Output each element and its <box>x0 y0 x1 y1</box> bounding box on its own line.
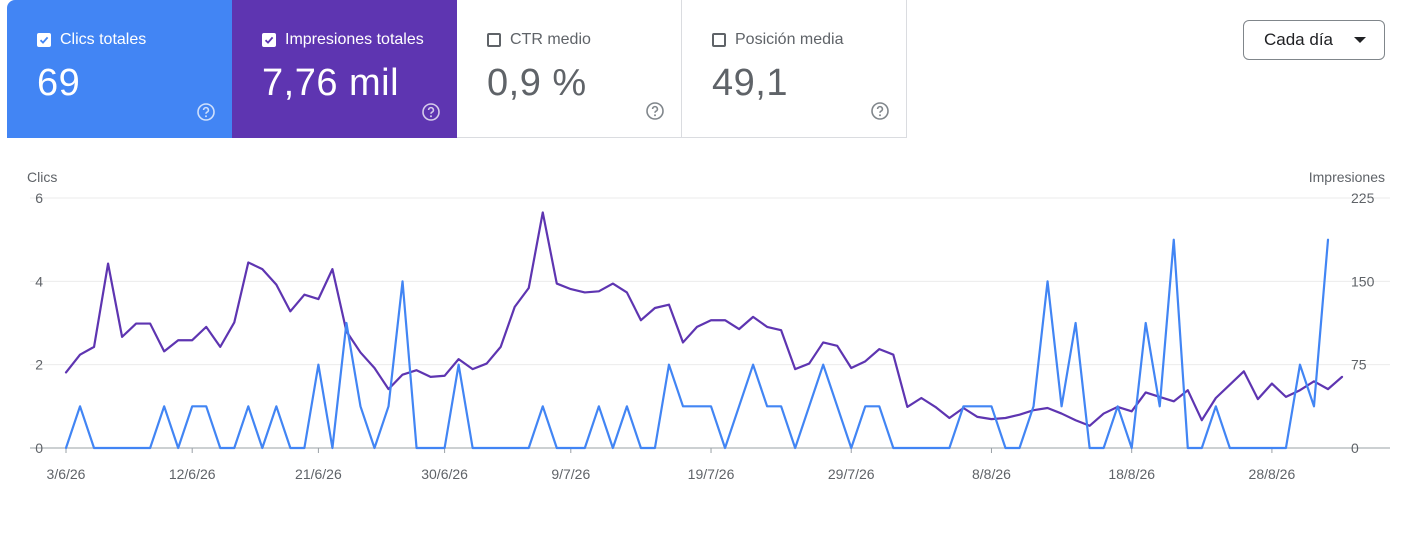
metric-card-header: Posición media <box>712 30 906 50</box>
help-icon[interactable] <box>196 102 216 122</box>
checkbox-checked-icon[interactable] <box>262 33 276 47</box>
checkbox-unchecked-icon[interactable] <box>712 33 726 47</box>
metric-card-position[interactable]: Posición media 49,1 <box>682 0 907 138</box>
x-axis-ticks: 3/6/26 12/6/26 21/6/26 30/6/26 9/7/26 19/7/26… <box>47 448 1296 482</box>
x-tick-label: 9/7/26 <box>551 466 590 482</box>
chart-gridlines <box>30 197 1390 449</box>
x-tick-label: 12/6/26 <box>169 466 216 482</box>
y-axis-right-title: Impresiones <box>1309 169 1385 185</box>
x-tick-label: 8/8/26 <box>972 466 1011 482</box>
y-left-tick-label: 4 <box>35 273 43 289</box>
caret-down-icon <box>1354 37 1366 43</box>
y-right-tick-label: 150 <box>1351 273 1375 289</box>
metric-label: Clics totales <box>60 31 147 48</box>
metric-value: 0,9 % <box>487 62 587 104</box>
metric-card-header: Impresiones totales <box>262 30 457 50</box>
metric-value: 7,76 mil <box>262 62 400 104</box>
series-line-clics <box>64 238 1330 450</box>
x-tick-label: 21/6/26 <box>295 466 342 482</box>
y-left-tick-label: 0 <box>35 440 43 456</box>
x-tick-label: 29/7/26 <box>828 466 875 482</box>
y-left-tick-label: 2 <box>35 357 43 373</box>
metric-card-ctr[interactable]: CTR medio 0,9 % <box>457 0 682 138</box>
metric-value: 69 <box>37 62 81 104</box>
y-axis-left-title: Clics <box>27 169 57 185</box>
y-left-tick-label: 6 <box>35 190 43 206</box>
metric-cards: Clics totales 69 Impresiones totales 7,7… <box>7 0 907 138</box>
x-tick-label: 30/6/26 <box>421 466 468 482</box>
series-line-impresiones <box>64 211 1344 427</box>
help-icon[interactable] <box>870 101 890 121</box>
x-tick-label: 19/7/26 <box>688 466 735 482</box>
help-icon[interactable] <box>645 101 665 121</box>
help-icon[interactable] <box>421 102 441 122</box>
metric-card-header: Clics totales <box>37 30 232 50</box>
metric-value: 49,1 <box>712 62 788 104</box>
metric-label: Impresiones totales <box>285 31 424 48</box>
interval-label: Cada día <box>1264 30 1333 49</box>
metric-card-clicks[interactable]: Clics totales 69 <box>7 0 232 138</box>
chart-series <box>64 211 1344 450</box>
checkbox-checked-icon[interactable] <box>37 33 51 47</box>
metric-label: CTR medio <box>510 31 591 48</box>
y-axis-left-ticks: 0 2 4 6 <box>35 190 43 456</box>
metric-label: Posición media <box>735 31 844 48</box>
interval-dropdown[interactable]: Cada día <box>1243 20 1385 60</box>
checkbox-unchecked-icon[interactable] <box>487 33 501 47</box>
x-tick-label: 28/8/26 <box>1249 466 1296 482</box>
metric-card-impressions[interactable]: Impresiones totales 7,76 mil <box>232 0 457 138</box>
x-tick-label: 3/6/26 <box>47 466 86 482</box>
performance-chart: Clics Impresiones 0 2 4 6 0 75 150 225 3/6/26 1… <box>27 169 1390 482</box>
y-right-tick-label: 225 <box>1351 190 1375 206</box>
y-right-tick-label: 75 <box>1351 357 1367 373</box>
y-right-tick-label: 0 <box>1351 440 1359 456</box>
x-tick-label: 18/8/26 <box>1108 466 1155 482</box>
y-axis-right-ticks: 0 75 150 225 <box>1351 190 1375 456</box>
metric-card-header: CTR medio <box>487 30 681 50</box>
